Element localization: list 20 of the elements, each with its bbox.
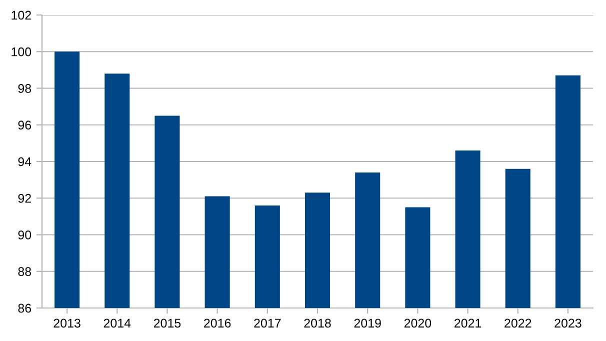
- y-tick-label: 94: [18, 157, 32, 166]
- y-tick-label: 100: [12, 47, 32, 56]
- y-tick-label: 86: [18, 304, 32, 313]
- y-tick-label: 102: [12, 10, 31, 20]
- x-tick-label: 2021: [454, 318, 482, 328]
- x-tick-label: 2018: [304, 318, 331, 328]
- y-tick-label: 92: [18, 194, 31, 203]
- x-tick-label: 2020: [404, 318, 432, 328]
- x-tick-label: 2019: [354, 318, 381, 328]
- y-tick-label: 98: [18, 84, 32, 93]
- y-tick-label: 96: [18, 120, 32, 130]
- x-tick-label: 2016: [204, 318, 231, 328]
- y-tick-label: 90: [18, 230, 32, 240]
- x-tick-label: 2014: [104, 318, 131, 328]
- y-tick-label: 88: [18, 267, 32, 276]
- x-tick-label: 2013: [54, 318, 80, 328]
- x-tick-label: 2015: [154, 318, 181, 328]
- x-tick-label: 2023: [554, 318, 582, 328]
- x-tick-label: 2022: [504, 318, 532, 328]
- x-tick-label: 2017: [254, 318, 281, 328]
